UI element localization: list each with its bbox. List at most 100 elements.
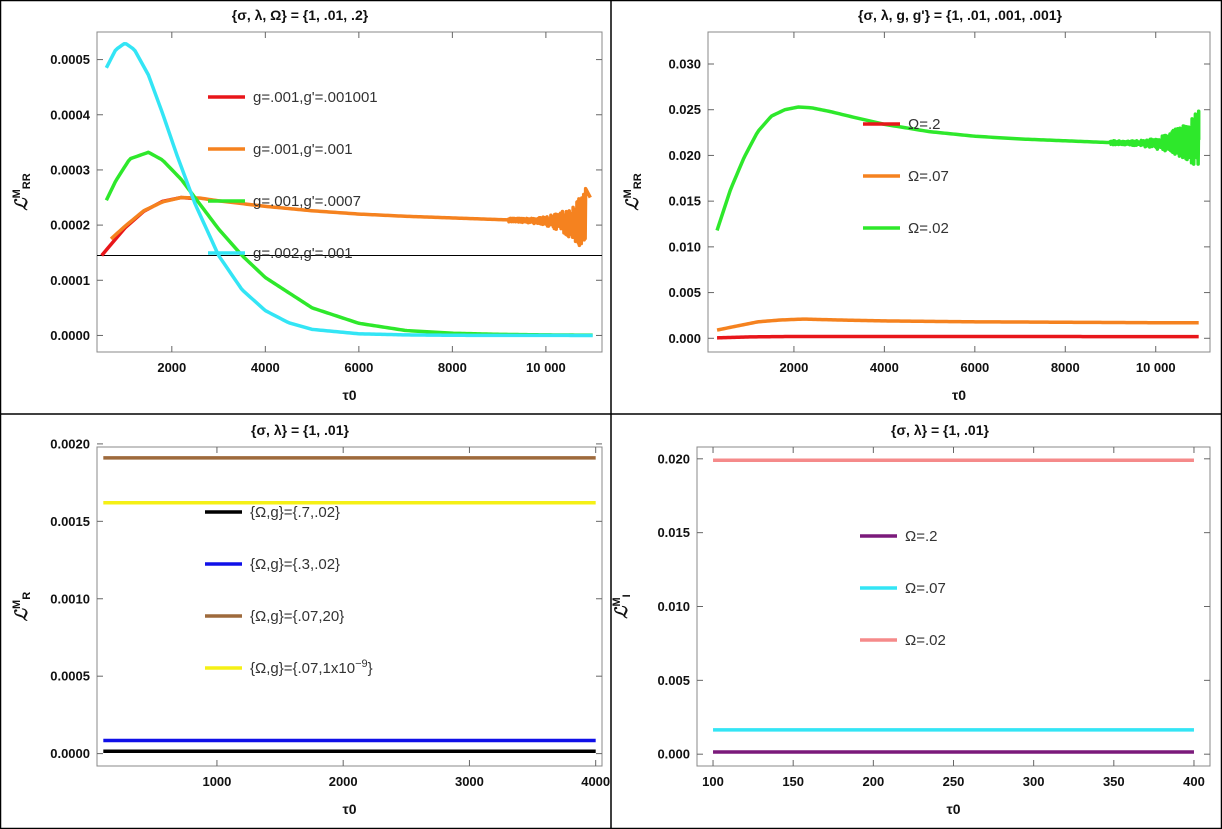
legend-suffix: } <box>368 660 373 677</box>
legend-label: Ω=.2 <box>905 528 937 545</box>
y-label-sub: I <box>621 594 633 597</box>
y-tick-label: 0.0010 <box>50 591 90 606</box>
legend-label: g=.001,g'=.001001 <box>253 89 378 106</box>
legend-label: Ω=.2 <box>908 116 940 133</box>
y-tick-label: 0.0002 <box>50 218 90 233</box>
y-tick-label: 0.0000 <box>50 328 90 343</box>
y-axis-label: ℒMI <box>611 594 633 618</box>
x-tick-label: 100 <box>702 774 724 789</box>
x-axis-label: τ0 <box>342 387 356 403</box>
plot-area <box>97 42 602 338</box>
legend-label: g=.001,g'=.001 <box>253 141 353 158</box>
y-label-sub: RR <box>632 173 644 189</box>
legend-label: Ω=.02 <box>908 220 949 237</box>
chart-3: {σ, λ} = {1, .01} 0.0000 0.0005 0.0010 0.001… <box>11 422 610 817</box>
x-tick-label: 400 <box>1183 774 1205 789</box>
x-tick-label: 10 000 <box>526 360 566 375</box>
y-tick-label: 0.020 <box>668 148 701 163</box>
legend-superscript: −9 <box>355 658 368 670</box>
y-tick-label: 0.015 <box>668 194 701 209</box>
chart-4: {σ, λ} = {1, .01} 0.000 0.005 0.010 0.015 0.0… <box>611 422 1211 817</box>
y-tick-label: 0.0015 <box>50 514 90 529</box>
x-tick-label: 4000 <box>581 774 610 789</box>
x-tick-label: 6000 <box>344 360 373 375</box>
plot-area <box>713 458 1194 754</box>
y-tick-label: 0.0000 <box>50 746 90 761</box>
legend-label: {Ω,g}={.07,1x10−9} <box>250 658 373 677</box>
chart-2: {σ, λ, g, g'} = {1, .01, .001, .001} 0.00… <box>622 7 1211 403</box>
y-tick-label: 0.0005 <box>50 52 90 67</box>
y-tick-label: 0.005 <box>668 285 701 300</box>
x-tick-label: 150 <box>782 774 804 789</box>
x-tick-label: 250 <box>943 774 965 789</box>
x-tick-label: 1000 <box>202 774 231 789</box>
y-axis-label: ℒMR <box>11 592 33 621</box>
y-tick-label: 0.010 <box>657 599 690 614</box>
x-tick-label: 10 000 <box>1136 360 1176 375</box>
y-label-sup: M <box>611 597 623 606</box>
y-label-sup: M <box>11 600 23 609</box>
y-label-sub: R <box>21 592 33 600</box>
plot-frame <box>96 31 603 353</box>
series-line-2 <box>716 317 1199 332</box>
legend-label: {Ω,g}={.07,20} <box>250 608 344 625</box>
y-label-main: ℒ <box>12 608 32 621</box>
x-tick-label: 4000 <box>870 360 899 375</box>
y-tick-label: 0.0020 <box>50 436 90 451</box>
y-tick-label: 0.0005 <box>50 669 90 684</box>
legend-label: Ω=.07 <box>908 168 949 185</box>
y-tick-label: 0.005 <box>657 673 690 688</box>
plot-frame <box>707 31 1211 353</box>
x-tick-label: 2000 <box>157 360 186 375</box>
x-tick-label: 3000 <box>455 774 484 789</box>
y-label-main: ℒ <box>12 198 32 211</box>
chart-1: {σ, λ, Ω} = {1, .01, .2} 0.0000 0.0001 0.00… <box>11 7 603 403</box>
y-tick-label: 0.010 <box>668 239 701 254</box>
y-tick-label: 0.020 <box>657 451 690 466</box>
legend-label: Ω=.02 <box>905 632 946 649</box>
y-axis-label: ℒMRR <box>11 173 33 210</box>
plot-area <box>103 456 596 754</box>
x-axis-label: τ0 <box>946 801 960 817</box>
series-line-1 <box>100 195 197 257</box>
legend-label: g=.002,g'=.001 <box>253 245 353 262</box>
chart-title: {σ, λ} = {1, .01} <box>251 422 349 438</box>
y-axis-label: ℒMRR <box>622 173 644 210</box>
x-tick-label: 8000 <box>438 360 467 375</box>
x-tick-label: 2000 <box>779 360 808 375</box>
y-tick-label: 0.0001 <box>50 273 90 288</box>
legend-label: {Ω,g}={.3,.02} <box>250 556 340 573</box>
plot-frame <box>696 446 1211 767</box>
y-label-sup: M <box>622 189 634 198</box>
y-label-sub: RR <box>21 173 33 189</box>
y-tick-label: 0.030 <box>668 57 701 72</box>
series-line-3 <box>715 105 1201 231</box>
legend-label: Ω=.07 <box>905 580 946 597</box>
series-line-4 <box>104 42 593 338</box>
x-tick-label: 6000 <box>960 360 989 375</box>
x-axis-label: τ0 <box>342 801 356 817</box>
y-label-main: ℒ <box>623 198 643 211</box>
chart-title: {σ, λ} = {1, .01} <box>891 422 989 438</box>
x-tick-label: 4000 <box>251 360 280 375</box>
chart-title: {σ, λ, Ω} = {1, .01, .2} <box>232 7 369 23</box>
y-tick-label: 0.0004 <box>50 107 91 122</box>
y-tick-label: 0.015 <box>657 525 690 540</box>
y-tick-label: 0.025 <box>668 102 701 117</box>
plot-area <box>715 105 1201 340</box>
series-line-1 <box>717 334 1199 340</box>
y-tick-label: 0.000 <box>668 331 701 346</box>
series-line-2 <box>109 186 592 248</box>
x-tick-label: 2000 <box>329 774 358 789</box>
x-tick-label: 350 <box>1103 774 1125 789</box>
chart-title: {σ, λ, g, g'} = {1, .01, .001, .001} <box>858 7 1063 23</box>
x-tick-label: 300 <box>1023 774 1045 789</box>
y-tick-label: 0.0003 <box>50 162 90 177</box>
y-label-sup: M <box>11 189 23 198</box>
series-line-3 <box>104 150 593 337</box>
legend-label: g=.001,g'=.0007 <box>253 193 361 210</box>
y-label-main: ℒ <box>612 606 632 619</box>
legend-label: {Ω,g}={.7,.02} <box>250 504 340 521</box>
